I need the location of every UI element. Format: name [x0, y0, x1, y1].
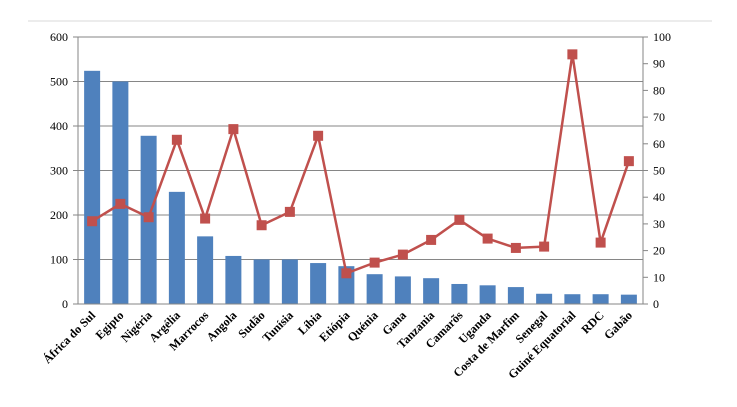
right-axis-tick-label: 40	[653, 190, 665, 204]
line-point	[228, 124, 239, 135]
right-axis-tick-label: 100	[653, 30, 671, 44]
line-point	[623, 156, 634, 167]
line-point	[454, 214, 465, 225]
bar	[394, 276, 411, 304]
line-point	[341, 268, 352, 279]
line-point	[143, 212, 154, 223]
category-label: África do Sul	[40, 308, 98, 366]
left-axis-tick-label: 0	[62, 297, 68, 311]
line-point	[426, 234, 437, 245]
right-axis-tick-label: 80	[653, 83, 665, 97]
gridlines	[78, 36, 643, 305]
left-axis-tick-label: 600	[50, 30, 68, 44]
line-series	[87, 49, 634, 279]
bar	[536, 293, 553, 304]
line-point	[313, 130, 324, 141]
category-label: Etiópia	[316, 308, 352, 344]
bar	[564, 294, 581, 304]
bar	[168, 191, 185, 304]
line-point	[200, 213, 211, 224]
bar	[197, 236, 214, 304]
bar-series	[84, 70, 637, 304]
bar	[225, 255, 242, 304]
line-point	[256, 220, 267, 231]
bar	[281, 259, 298, 304]
left-axis-tick-label: 400	[50, 119, 68, 133]
right-axis-tick-label: 50	[653, 164, 665, 178]
left-axis-tick-label: 300	[50, 164, 68, 178]
bar	[366, 274, 383, 304]
bar	[310, 263, 327, 304]
bar	[451, 283, 468, 304]
category-label: Quénia	[344, 308, 380, 344]
right-axis-tick-label: 20	[653, 244, 665, 258]
right-axis-tick-label: 30	[653, 217, 665, 231]
line-point	[397, 249, 408, 260]
bar	[620, 294, 637, 304]
left-axis-tick-label: 100	[50, 253, 68, 267]
bar	[84, 70, 101, 304]
right-axis-tick-label: 70	[653, 110, 665, 124]
bar	[479, 285, 496, 304]
line-point	[87, 216, 98, 227]
left-axis-tick-label: 200	[50, 208, 68, 222]
line-point	[369, 257, 380, 268]
bar	[112, 81, 129, 304]
bar	[423, 278, 440, 304]
line-point	[510, 242, 521, 253]
line-point	[567, 49, 578, 60]
line-point	[284, 206, 295, 217]
bar	[507, 287, 524, 304]
category-label: Gabão	[601, 308, 635, 342]
line-point	[482, 233, 493, 244]
line-point	[595, 237, 606, 248]
right-axis-tick-label: 10	[653, 270, 665, 284]
line-point	[115, 198, 126, 209]
category-label: Angola	[204, 308, 240, 344]
left-axis-tick-label: 500	[50, 75, 68, 89]
category-label: Tunísia	[260, 308, 296, 344]
axes	[73, 36, 648, 305]
right-axis-tick-label: 60	[653, 137, 665, 151]
right-axis-tick-label: 0	[653, 297, 659, 311]
right-axis-tick-label: 90	[653, 57, 665, 71]
bar	[253, 259, 270, 304]
line-point	[539, 241, 550, 252]
bar	[592, 294, 609, 304]
line-point	[171, 134, 182, 145]
